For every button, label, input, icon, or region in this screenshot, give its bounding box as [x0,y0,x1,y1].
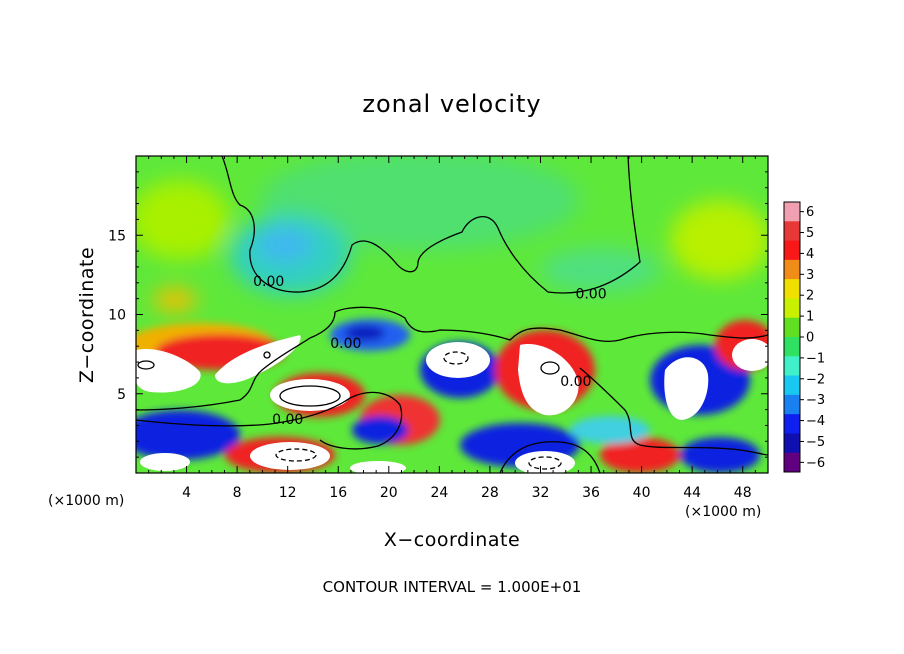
x-tick-label: 44 [683,485,701,501]
x-axis-ticks: 4 8 12 16 20 24 28 32 36 40 44 48 [148,156,756,501]
colorbar-swatch [784,375,800,396]
y-tick-label: 10 [108,308,126,324]
colorbar-tick-label: 3 [806,268,814,283]
colorbar-tick-label: −3 [806,393,825,408]
contour-core-x26 [443,351,469,365]
colorbar-tick-label: 4 [806,247,814,262]
x-tick-label: 36 [582,485,600,501]
contour-label: 0.00 [272,412,303,428]
core-x44 [664,357,709,420]
contour-core-x12-bottom [275,448,317,462]
colorbar-swatch [784,259,800,280]
contour-dot [263,351,271,359]
colorbar-swatch [784,202,800,222]
contour-label: 0.00 [575,287,606,303]
colorbar-tick-label: −2 [806,372,825,387]
contour-label: 0.00 [253,274,284,290]
zero-contour-mid [136,306,768,411]
colorbar-swatch [784,356,800,377]
contour-label: 0.00 [330,336,361,352]
x-tick-label: 32 [532,485,550,501]
x-tick-label: 4 [182,485,191,501]
x-axis-label: X−coordinate [384,529,520,551]
colorbar-tick-label: −1 [806,351,825,366]
plot-area: 0.00 0.00 0.00 0.00 0.00 [136,156,768,473]
colorbar-swatch [784,240,800,261]
x-tick-label: 8 [233,485,242,501]
colorbar-tick-label: −5 [806,435,825,450]
core-x12-bottom [250,442,330,470]
y-axis-ticks: 5 10 15 [108,171,768,458]
zero-contour-bottom [499,441,601,473]
x-tick-label: 48 [734,485,752,501]
zero-contour-right [579,367,768,456]
core-bottom-left [140,453,190,471]
x-tick-label: 20 [380,485,398,501]
contour-small-left [137,360,155,370]
core-x26 [426,342,490,378]
colorbar-tick-label: −6 [806,456,825,471]
contour-interval-note: CONTOUR INTERVAL = 1.000E+01 [323,578,582,596]
x-unit-label-left: (×1000 m) [48,493,124,509]
colorbar-tick-label: 2 [806,289,814,304]
zero-contour-low [136,391,403,450]
core-x48 [732,339,768,371]
contour-core-x12 [279,385,341,407]
colorbar-swatch [784,414,800,434]
x-tick-label: 40 [633,485,651,501]
colorbar-tick-label: 6 [806,205,814,220]
contour-label: 0.00 [560,374,591,390]
colorbar-tick-label: −4 [806,414,825,429]
chart-title: zonal velocity [362,90,541,118]
core-x32-bottom [515,451,575,473]
upper-field [136,156,768,312]
core-x32 [518,344,579,416]
colorbar-swatch [784,298,800,319]
colorbar-swatch [784,317,800,338]
x-unit-label-right: (×1000 m) [685,504,761,520]
contour-core-x32 [540,361,560,375]
y-tick-label: 5 [117,387,126,403]
core-left [136,349,201,393]
x-tick-label: 16 [329,485,347,501]
contour-label-group: 0.00 0.00 0.00 0.00 0.00 [253,274,606,428]
x-tick-label: 12 [279,485,297,501]
colorbar-tick-label: 0 [806,331,814,346]
colorbar-tick-label: 5 [806,226,814,241]
colorbar-swatch [784,394,800,415]
y-tick-label: 15 [108,228,126,244]
colorbar-swatch [784,452,800,473]
colorbar: 6 5 4 3 2 1 0 −1 −2 −3 −4 −5 −6 [783,201,825,473]
core-left-upper [215,335,301,384]
colorbar-swatch [784,221,800,242]
x-tick-label: 28 [481,485,499,501]
colorbar-swatch [784,279,800,299]
colorbar-swatch [784,433,800,454]
contour-core-x32-bottom [528,456,562,470]
x-tick-label: 24 [430,485,448,501]
zero-contour-upper [221,156,641,294]
y-axis-label: Z−coordinate [76,247,98,383]
colorbar-swatch [784,337,800,357]
contour-lines [136,156,768,473]
colorbar-tick-label: 1 [806,310,814,325]
